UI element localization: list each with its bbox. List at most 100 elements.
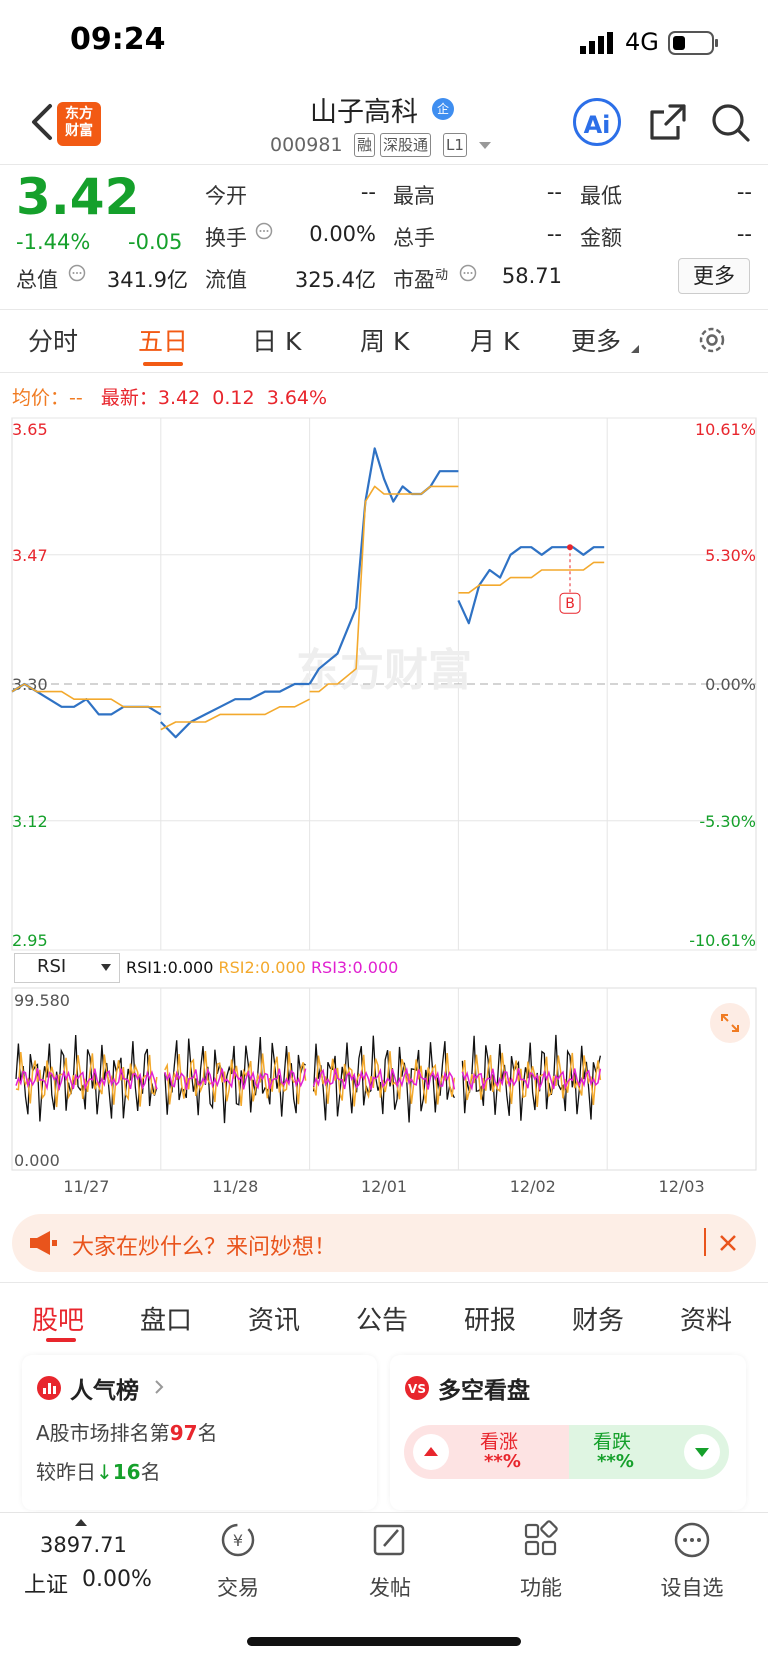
- bear-value: **%: [597, 1451, 634, 1472]
- bear-button[interactable]: 看跌 **%: [569, 1425, 729, 1479]
- expand-icon: [721, 1014, 739, 1032]
- nav-trade[interactable]: 交易: [217, 1576, 259, 1600]
- amount-value: --: [736, 222, 752, 246]
- up-arrow-icon: [413, 1434, 449, 1470]
- bull-button[interactable]: 看涨 **%: [404, 1425, 569, 1479]
- y-axis-label-right: 10.61%: [695, 420, 756, 439]
- five-day-chart[interactable]: 东方财富 3.65 10.61% 3.47 5.30% 3.30 0.00% 3.12 -5.…: [0, 400, 768, 1210]
- low-value: --: [736, 180, 752, 204]
- y-axis-label-left: 3.12: [12, 812, 48, 831]
- stock-name: 山子高科: [310, 97, 418, 128]
- y-axis-label-right: 5.30%: [705, 546, 756, 565]
- tab-more[interactable]: 更多: [571, 327, 622, 356]
- rsi-panel-border: [11, 987, 757, 1171]
- index-value[interactable]: 3897.71: [40, 1533, 127, 1557]
- high-value: --: [546, 180, 562, 204]
- more-dots-icon[interactable]: [672, 1520, 712, 1560]
- rsi-max-label: 99.580: [14, 991, 70, 1010]
- svg-text:¥: ¥: [233, 1531, 243, 1550]
- expand-up-icon[interactable]: [74, 1518, 88, 1527]
- tab-weekly-k[interactable]: 周 K: [360, 327, 410, 356]
- avg-price-line: [458, 561, 605, 594]
- bull-value: **%: [484, 1451, 521, 1472]
- tab-order-book[interactable]: 盘口: [140, 1306, 193, 1336]
- share-icon[interactable]: [648, 102, 688, 142]
- battery-icon: [668, 31, 718, 55]
- rank-text: A股市场排名第97名: [36, 1421, 218, 1445]
- compose-icon[interactable]: [370, 1520, 410, 1560]
- back-icon[interactable]: [22, 100, 62, 144]
- chevron-right-icon: [155, 1380, 164, 1394]
- tab-profile[interactable]: 资料: [680, 1306, 733, 1336]
- rsi-line: [461, 1052, 602, 1108]
- apps-icon[interactable]: [521, 1520, 561, 1560]
- pe-label: 市盈动: [393, 268, 449, 292]
- tab-forum[interactable]: 股吧: [32, 1306, 85, 1336]
- avg-price-line: [160, 698, 310, 731]
- rsi-line: [461, 1034, 602, 1121]
- index-name[interactable]: 上证: [24, 1573, 69, 1598]
- more-quote-button[interactable]: 更多: [678, 258, 750, 294]
- open-label: 今开: [205, 184, 247, 208]
- nav-add-watchlist[interactable]: 设自选: [660, 1576, 724, 1600]
- tab-monthly-k[interactable]: 月 K: [470, 327, 520, 356]
- avg-price-line: [309, 485, 459, 693]
- y-axis-label-left: 3.30: [12, 675, 48, 694]
- change-percent: -1.44%: [16, 230, 91, 254]
- expand-chart-button[interactable]: [710, 1003, 750, 1043]
- rsi-line: [312, 1066, 456, 1090]
- tab-intraday[interactable]: 分时: [28, 327, 79, 356]
- chart-info-line: 均价：-- 最新：3.42 0.12 3.64%: [12, 387, 328, 409]
- nav-functions[interactable]: 功能: [520, 1576, 562, 1600]
- popularity-card[interactable]: 人气榜 A股市场排名第97名 较昨日↓16名: [22, 1355, 377, 1510]
- y-axis-label-left: 3.47: [12, 546, 48, 565]
- y-axis-label-right: -5.30%: [699, 812, 756, 831]
- dropdown-icon[interactable]: [478, 140, 492, 150]
- info-icon[interactable]: [459, 264, 477, 282]
- x-axis-day-label: 12/01: [361, 1177, 407, 1196]
- float-cap-label: 流值: [205, 268, 247, 292]
- triangle-icon: [631, 345, 639, 353]
- trade-icon[interactable]: ¥: [218, 1520, 258, 1560]
- indicator-select[interactable]: RSI: [14, 953, 120, 983]
- bull-label: 看涨: [480, 1431, 519, 1453]
- y-axis-label-right: -10.61%: [689, 931, 756, 950]
- info-icon[interactable]: [68, 264, 86, 282]
- y-axis-label-left: 2.95: [12, 931, 48, 950]
- search-icon[interactable]: [710, 102, 752, 144]
- y-axis-label-left: 3.65: [12, 420, 48, 439]
- nav-post[interactable]: 发帖: [369, 1576, 411, 1600]
- tab-announcements[interactable]: 公告: [356, 1306, 409, 1336]
- turnover-value: 0.00%: [309, 222, 376, 246]
- rsi-values: RSI1:0.000 RSI2:0.000 RSI3:0.000: [126, 958, 399, 977]
- tag-margin: 融: [354, 133, 376, 157]
- banner-text[interactable]: 大家在炒什么？来问妙想！: [72, 1235, 337, 1260]
- turnover-label: 换手: [205, 226, 247, 250]
- settings-icon[interactable]: [696, 324, 728, 356]
- home-indicator: [247, 1637, 521, 1646]
- avg-price-line: [11, 683, 161, 708]
- tab-finance[interactable]: 财务: [572, 1306, 625, 1336]
- active-tab-indicator: [143, 362, 183, 366]
- popularity-title: 人气榜: [70, 1378, 139, 1404]
- sentiment-card[interactable]: VS 多空看盘 看涨 **% 看跌 **%: [390, 1355, 746, 1510]
- tab-daily-k[interactable]: 日 K: [252, 327, 302, 356]
- megaphone-icon: [30, 1231, 57, 1255]
- ai-assistant-button[interactable]: Ai: [573, 98, 621, 146]
- close-icon[interactable]: [718, 1233, 738, 1253]
- tab-news[interactable]: 资讯: [248, 1306, 301, 1336]
- tab-five-day[interactable]: 五日: [138, 327, 189, 356]
- pe-value: 58.71: [501, 264, 562, 288]
- ai-banner[interactable]: [12, 1214, 756, 1272]
- info-icon[interactable]: [255, 222, 273, 240]
- index-change[interactable]: 0.00%: [82, 1567, 152, 1592]
- dropdown-icon[interactable]: [100, 963, 112, 973]
- price-line: [160, 682, 310, 739]
- market-cap-label: 总值: [16, 268, 58, 292]
- tag-stock-connect: 深股通: [380, 133, 432, 157]
- rsi-line: [461, 1068, 602, 1092]
- status-time: 09:24: [70, 22, 166, 57]
- trade-marker-label: B: [565, 596, 575, 612]
- tab-research[interactable]: 研报: [464, 1306, 517, 1336]
- svg-text:VS: VS: [408, 1382, 426, 1396]
